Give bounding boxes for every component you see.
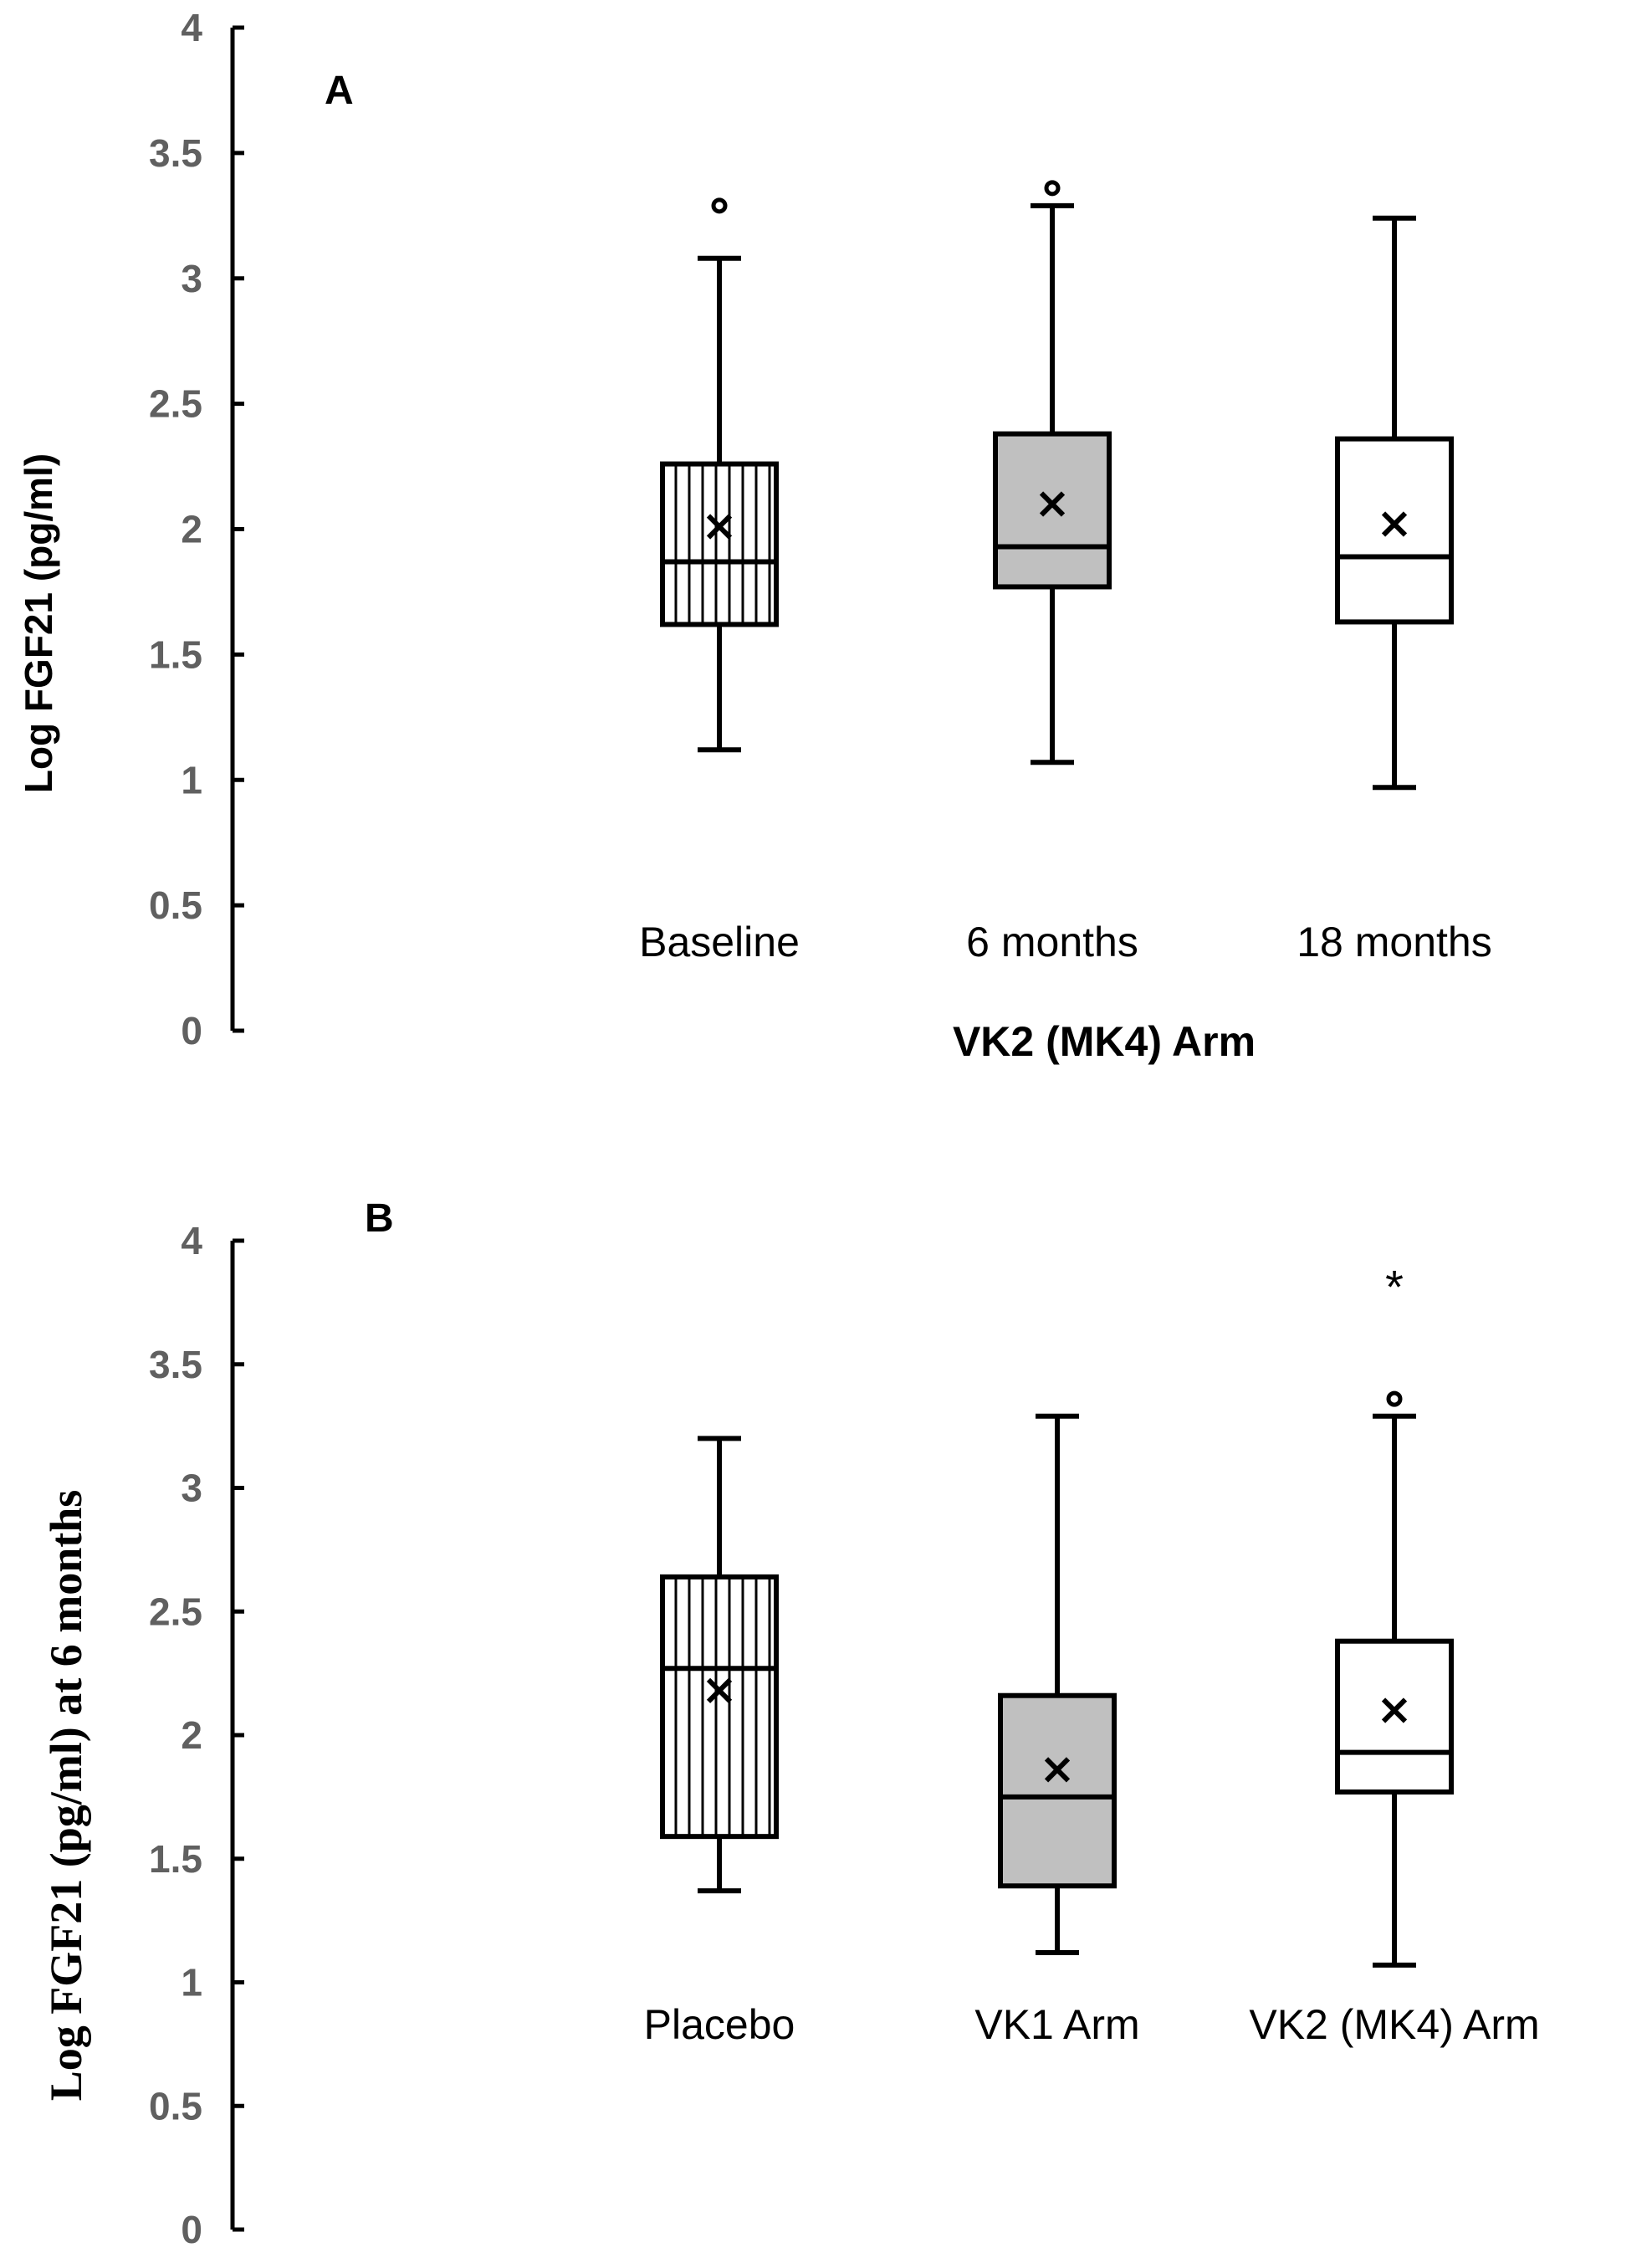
- iqr-box: [660, 1574, 779, 1840]
- box-3: [1335, 215, 1454, 791]
- y-tick-label: 1: [181, 1961, 202, 2005]
- y-tick-label: 3: [181, 1467, 202, 1510]
- mean-marker-stroke: [1044, 1757, 1071, 1783]
- panel-a-x-axis-label: VK2 (MK4) Arm: [953, 1018, 1256, 1065]
- box-2: [993, 180, 1112, 765]
- panel-a-y-ticks: 0 0.5 1 1.5 2 2.5 3 3.5 4: [149, 6, 244, 1052]
- panel-b-y-ticks: 0 0.5 1 1.5 2 2.5 3 3.5 4: [149, 1219, 244, 2251]
- panel-b-annotations: *: [1385, 1260, 1404, 1313]
- mean-marker-stroke: [1039, 491, 1066, 517]
- y-tick-label: 0.5: [149, 883, 202, 927]
- panel-b-boxes: [660, 1390, 1454, 1968]
- y-tick-label: 3.5: [149, 131, 202, 175]
- y-tick-label: 0: [181, 2208, 202, 2251]
- y-tick-label: 1.5: [149, 1837, 202, 1881]
- box-3: [1335, 1390, 1454, 1968]
- y-tick-label: 2: [181, 1713, 202, 1757]
- y-tick-label: 3: [181, 257, 202, 300]
- box-1: [660, 197, 779, 753]
- mean-marker: [1039, 491, 1066, 517]
- iqr-box: [993, 431, 1112, 590]
- mean-marker-stroke: [706, 1677, 733, 1703]
- category-label: 6 months: [966, 919, 1138, 965]
- panel-a: A Log FGF21 (pg/ml) VK2 (MK4) Arm 0 0.5 1 1…: [17, 6, 1492, 1065]
- y-tick-label: 0: [181, 1009, 202, 1052]
- category-label: Placebo: [644, 2001, 795, 2048]
- y-tick-label: 1: [181, 758, 202, 801]
- panel-a-boxes: [660, 180, 1454, 791]
- category-label: Baseline: [639, 919, 800, 965]
- y-tick-label: 0.5: [149, 2084, 202, 2127]
- panel-a-y-axis-label: Log FGF21 (pg/ml): [17, 453, 60, 793]
- mean-marker-stroke: [1381, 511, 1408, 537]
- box-2: [998, 1413, 1117, 1956]
- panel-b-categories: Placebo VK1 Arm VK2 (MK4) Arm: [644, 2001, 1540, 2048]
- iqr-box: [1335, 1638, 1454, 1795]
- y-tick-label: 1.5: [149, 632, 202, 676]
- panel-b: B Log FGF21 (pg/ml) at 6 months 0 0.5 1 1.5…: [41, 1196, 1540, 2251]
- significance-marker: *: [1385, 1260, 1404, 1313]
- outlier-point: [1044, 180, 1061, 197]
- panel-a-categories: Baseline 6 months 18 months: [639, 919, 1492, 965]
- mean-marker: [1044, 1757, 1071, 1783]
- mean-marker: [706, 1677, 733, 1703]
- iqr-box: [998, 1692, 1117, 1889]
- panel-a-letter: A: [325, 69, 354, 113]
- category-label: 18 months: [1297, 919, 1491, 965]
- y-tick-label: 4: [181, 6, 202, 49]
- iqr-box: [1335, 436, 1454, 625]
- y-tick-label: 2: [181, 508, 202, 551]
- y-tick-label: 3.5: [149, 1343, 202, 1386]
- outlier-point: [1386, 1390, 1403, 1407]
- y-tick-label: 2.5: [149, 382, 202, 426]
- mean-marker: [1381, 511, 1408, 537]
- iqr-box: [660, 461, 779, 627]
- mean-marker: [706, 514, 733, 540]
- y-tick-label: 2.5: [149, 1590, 202, 1633]
- category-label: VK2 (MK4) Arm: [1249, 2001, 1539, 2048]
- mean-marker-stroke: [706, 514, 733, 540]
- mean-marker-stroke: [1381, 1697, 1408, 1723]
- box-1: [660, 1436, 779, 1894]
- mean-marker: [1381, 1697, 1408, 1723]
- panel-b-letter: B: [365, 1196, 394, 1241]
- panel-b-y-axis-label: Log FGF21 (pg/ml) at 6 months: [41, 1490, 91, 2102]
- outlier-point: [711, 197, 728, 214]
- y-tick-label: 4: [181, 1219, 202, 1262]
- category-label: VK1 Arm: [974, 2001, 1139, 2048]
